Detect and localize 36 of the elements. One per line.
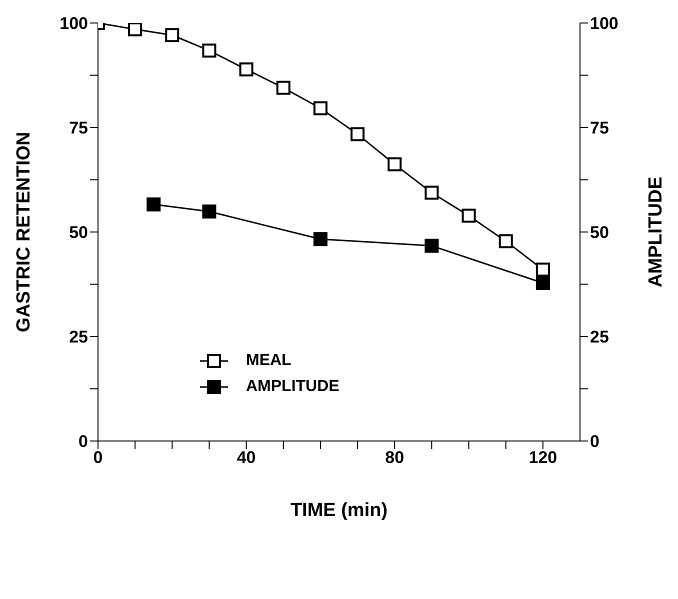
x-tick-label: 120: [528, 448, 558, 468]
point: [202, 204, 216, 219]
point: [146, 197, 161, 212]
point: [536, 262, 550, 277]
x-tick-label: 40: [236, 448, 256, 468]
point: [313, 101, 328, 116]
y2-axis-title: AMPLITUDE: [646, 176, 667, 288]
y-tick-label: 75: [69, 118, 88, 138]
y2-tick-label: 0: [590, 432, 600, 452]
point: [128, 23, 142, 36]
y-tick-label: 25: [69, 328, 88, 347]
y2-tick-label: 100: [590, 14, 618, 34]
point: [202, 44, 216, 58]
point: [462, 208, 476, 223]
point: [424, 238, 439, 253]
point: [165, 28, 180, 42]
y-tick-label: 100: [60, 14, 88, 34]
y-axis-title: GASTRIC RETENTION: [14, 132, 35, 332]
y-tick-label: 0: [78, 432, 88, 452]
point: [313, 232, 328, 246]
point: [239, 62, 254, 76]
point: [388, 157, 402, 172]
legend-label: AMPLITUDE: [246, 378, 340, 396]
point: [424, 186, 439, 200]
point: [350, 127, 365, 142]
y2-tick-label: 25: [590, 328, 609, 347]
y2-tick-label: 75: [590, 118, 609, 138]
point: [536, 276, 550, 290]
x-tick-label: 0: [93, 448, 103, 468]
x-axis-title: TIME (min): [290, 500, 388, 521]
y2-tick-label: 50: [590, 223, 609, 242]
point: [498, 234, 513, 248]
y-tick-label: 50: [69, 223, 88, 242]
x-tick-label: 80: [385, 448, 404, 468]
point: [276, 80, 290, 95]
legend-label: MEAL: [246, 352, 292, 370]
